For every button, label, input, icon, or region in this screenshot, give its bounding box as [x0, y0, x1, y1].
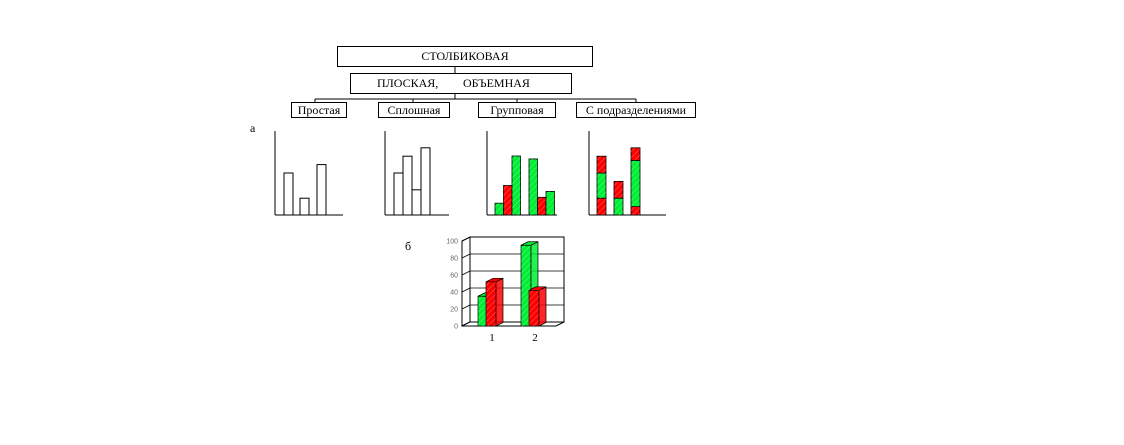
grouped-bar-4-texture	[528, 158, 538, 216]
chart3d-bar-1-red-side	[495, 277, 504, 327]
stacked-bar-2-seg-1-texture	[613, 197, 624, 216]
root-label: СТОЛБИКОВАЯ	[421, 49, 509, 63]
grouped-bar-3	[511, 155, 521, 216]
type-label-grouped: Групповая	[490, 102, 544, 117]
stacked-bar-1-seg-2-texture	[596, 172, 607, 199]
type-label-subdivided: С подразделениями	[585, 102, 687, 117]
chart3d-grid-side-60	[461, 270, 471, 276]
chart3d-bar-2-red-top	[528, 286, 547, 291]
chart3d-bar-1-green-texture	[477, 296, 489, 327]
second-right-label: ОБЪЕМНАЯ	[463, 76, 530, 90]
stacked-bar-3-seg-3	[630, 147, 641, 161]
chart3d-bar-1-red-top	[485, 277, 504, 283]
chart3d-xtick-2: 2	[532, 332, 538, 344]
chart3d-bar-2-green-texture	[520, 245, 532, 327]
part-b-label: б	[405, 239, 412, 253]
chart3d-ytick-0: 0	[454, 324, 458, 331]
chart3d-grid-side-40	[461, 287, 471, 293]
chart3d-ytick-40: 40	[450, 290, 458, 297]
chart3d-ytick-80: 80	[450, 256, 458, 263]
stacked-bar-3-seg-2-texture	[630, 160, 641, 207]
stacked-bar-2-seg-2	[613, 180, 624, 199]
chart3d-ytick-20: 20	[450, 307, 458, 314]
second-box: ПЛОСКАЯ, ОБЪЕМНАЯ	[350, 73, 572, 94]
type-box-simple: Простая	[291, 102, 347, 118]
simple-bar-1	[283, 172, 294, 216]
chart3d-bar-2-red-side	[538, 286, 547, 327]
chart3d-bar-2-green-top	[520, 241, 539, 246]
chart3d-floor	[461, 321, 565, 327]
stacked-bar-3-seg-1-texture	[630, 206, 641, 216]
type-label-simple: Простая	[297, 102, 341, 117]
grouped-bar-4	[528, 158, 538, 216]
type-box-grouped: Групповая	[478, 102, 556, 118]
grouped-bar-6	[545, 190, 555, 216]
stacked-bar-2-seg-2-texture	[613, 181, 624, 199]
stacked-bar-1-seg-2	[596, 172, 607, 199]
type-label-continuous: Сплошная	[387, 102, 441, 117]
grouped-bar-5-texture	[537, 197, 547, 216]
part-a-label: а	[250, 121, 256, 135]
continuous-bar-2	[402, 155, 413, 216]
chart3d-grid-side-80	[461, 253, 471, 259]
chart3d-bar-2-red-texture	[528, 290, 540, 327]
chart3d-bar-1-red-texture	[485, 281, 497, 327]
grouped-bar-6-texture	[545, 191, 555, 216]
chart3d-ytick-100: 100	[446, 239, 458, 246]
continuous-bar-4	[420, 147, 431, 216]
simple-bar-3	[316, 164, 327, 216]
continuous-bar-3	[411, 189, 422, 216]
chart3d-xtick-1: 1	[489, 332, 495, 344]
connectors	[314, 67, 637, 102]
grouped-bar-1-texture	[494, 202, 504, 216]
chart3d-ytick-60: 60	[450, 273, 458, 280]
type-box-subdivided: С подразделениями	[576, 102, 696, 118]
stacked-bar-1-seg-3	[596, 155, 607, 174]
stacked-bar-3-seg-3-texture	[630, 147, 641, 161]
chart3d-grid-side-100	[461, 236, 471, 242]
root-box: СТОЛБИКОВАЯ	[337, 46, 593, 67]
chart3d-grid-side-20	[461, 304, 471, 310]
grouped-bar-3-texture	[511, 155, 521, 216]
type-box-continuous: Сплошная	[378, 102, 450, 118]
simple-bar-2	[299, 197, 310, 216]
grouped-bar-2-texture	[503, 185, 513, 216]
stacked-bar-3-seg-1	[630, 206, 641, 216]
charts-layer: 0 20 40 60 80 100 1 2	[274, 131, 666, 344]
stacked-bar-1-seg-1-texture	[596, 197, 607, 216]
stacked-bar-1-seg-3-texture	[596, 155, 607, 174]
second-left-label: ПЛОСКАЯ,	[377, 76, 439, 90]
chart3d-left-wall	[461, 236, 471, 327]
continuous-bar-1	[393, 172, 404, 216]
